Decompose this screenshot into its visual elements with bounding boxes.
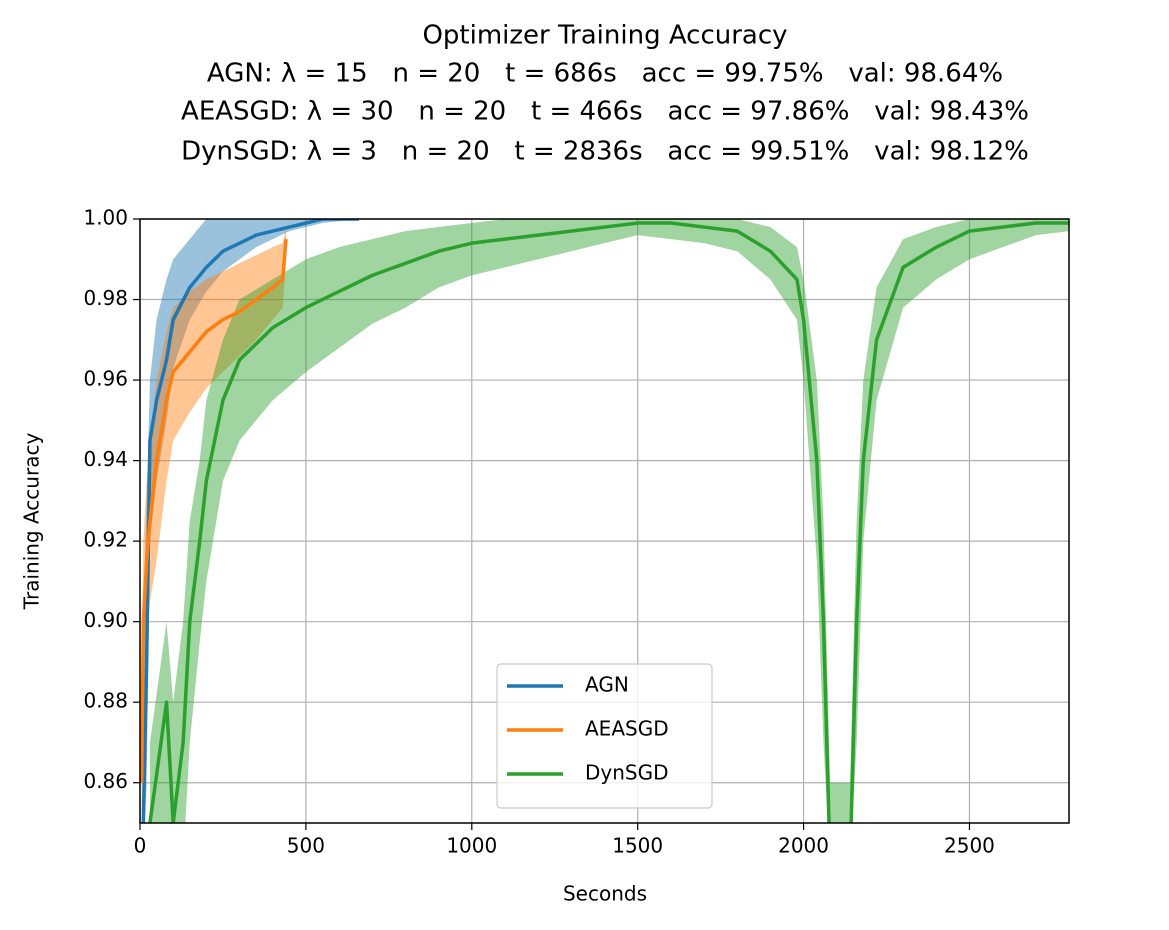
line xyxy=(148,221,1069,823)
y-tick-label: 0.96 xyxy=(83,367,128,391)
y-tick-label: 0.98 xyxy=(83,286,128,310)
line xyxy=(140,238,288,783)
chart-subtitle: AGN: λ = 15 n = 20 t = 686s acc = 99.75%… xyxy=(207,59,1003,89)
axes-frame xyxy=(139,218,1070,824)
x-tick-label: 500 xyxy=(287,834,325,858)
y-tick-label: 0.94 xyxy=(83,447,128,471)
y-tick-label: 1.00 xyxy=(83,206,128,230)
plot-area xyxy=(140,219,1069,823)
axes: 0 500 1000 1500 2000 2500 0.86 0.88 0.90 0.92 0.94… xyxy=(83,206,994,858)
legend: AGN AEASGD DynSGD xyxy=(496,663,713,809)
legend-label: AGN xyxy=(585,673,629,697)
legend-label: AEASGD xyxy=(585,717,669,741)
chart-title: Optimizer Training Accuracy xyxy=(422,21,787,51)
chart-subtitle: AEASGD: λ = 30 n = 20 t = 466s acc = 97.… xyxy=(181,97,1029,127)
x-tick-label: 2000 xyxy=(778,834,829,858)
legend-label: DynSGD xyxy=(585,761,669,785)
y-tick-label: 0.88 xyxy=(83,689,128,713)
x-tick-label: 0 xyxy=(134,834,147,858)
x-tick-label: 1500 xyxy=(612,834,663,858)
x-tick-label: 1000 xyxy=(446,834,497,858)
chart-subtitle: DynSGD: λ = 3 n = 20 t = 2836s acc = 99.… xyxy=(181,137,1029,167)
legend-box xyxy=(496,663,713,809)
line xyxy=(141,219,359,823)
confidence-band xyxy=(141,227,286,823)
y-tick-label: 0.92 xyxy=(83,528,128,552)
y-tick-label: 0.86 xyxy=(83,769,128,793)
y-axis-label: Training Accuracy xyxy=(20,433,44,611)
x-axis-label: Seconds xyxy=(563,882,647,906)
x-tick-label: 2500 xyxy=(944,834,995,858)
y-tick-label: 0.90 xyxy=(83,608,128,632)
